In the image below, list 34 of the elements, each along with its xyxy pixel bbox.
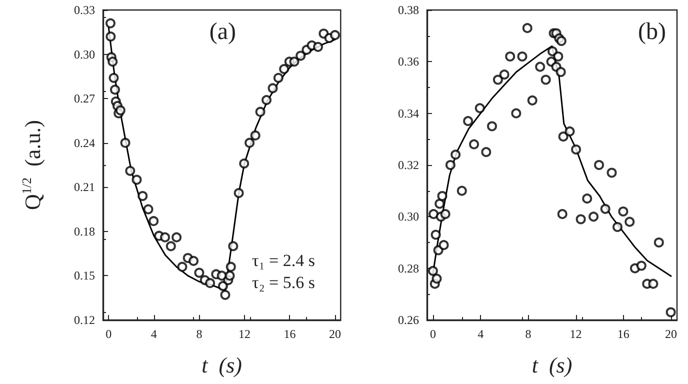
- x-tick-label: 8: [525, 327, 532, 341]
- x-tick-label: 12: [238, 327, 250, 341]
- y-tick-label: 0.32: [398, 158, 419, 172]
- y-tick-label: 0.27: [74, 92, 95, 106]
- annotation: τ₁ = 2.4 s: [252, 251, 315, 270]
- y-tick-label: 0.30: [74, 47, 95, 62]
- y-tick-label: 0.28: [398, 261, 419, 276]
- x-tick-label: 16: [617, 327, 630, 341]
- y-tick-label: 0.26: [398, 313, 419, 327]
- annotation: τ₂ = 5.6 s: [252, 273, 315, 292]
- y-tick-label: 0.12: [74, 313, 95, 327]
- x-axis-title: t (s): [202, 352, 242, 378]
- x-tick-label: 4: [150, 327, 157, 341]
- y-tick-label: 0.21: [74, 180, 95, 194]
- x-tick-label: 20: [665, 327, 678, 341]
- x-tick-label: 8: [196, 327, 202, 341]
- x-tick-label: 12: [570, 327, 582, 341]
- x-tick-label: 20: [329, 327, 341, 341]
- x-tick-label: 4: [478, 327, 484, 341]
- annotation: (a): [209, 19, 236, 45]
- y-tick-label: 0.33: [74, 3, 95, 17]
- y-axis-title: Q1/2 (a.u.): [19, 120, 45, 210]
- x-tick-label: 16: [284, 327, 296, 341]
- y-tick-label: 0.15: [74, 268, 95, 283]
- x-tick-label: 0: [430, 327, 436, 341]
- y-tick-label: 0.30: [398, 210, 419, 224]
- y-tick-label: 0.34: [398, 106, 419, 120]
- y-tick-label: 0.18: [74, 224, 95, 238]
- y-tick-label: 0.38: [398, 3, 419, 17]
- y-tick-label: 0.24: [74, 136, 95, 150]
- x-axis-title: t (s): [532, 352, 572, 378]
- y-tick-label: 0.36: [398, 54, 419, 69]
- x-tick-label: 0: [106, 327, 112, 341]
- annotation: (b): [638, 19, 666, 45]
